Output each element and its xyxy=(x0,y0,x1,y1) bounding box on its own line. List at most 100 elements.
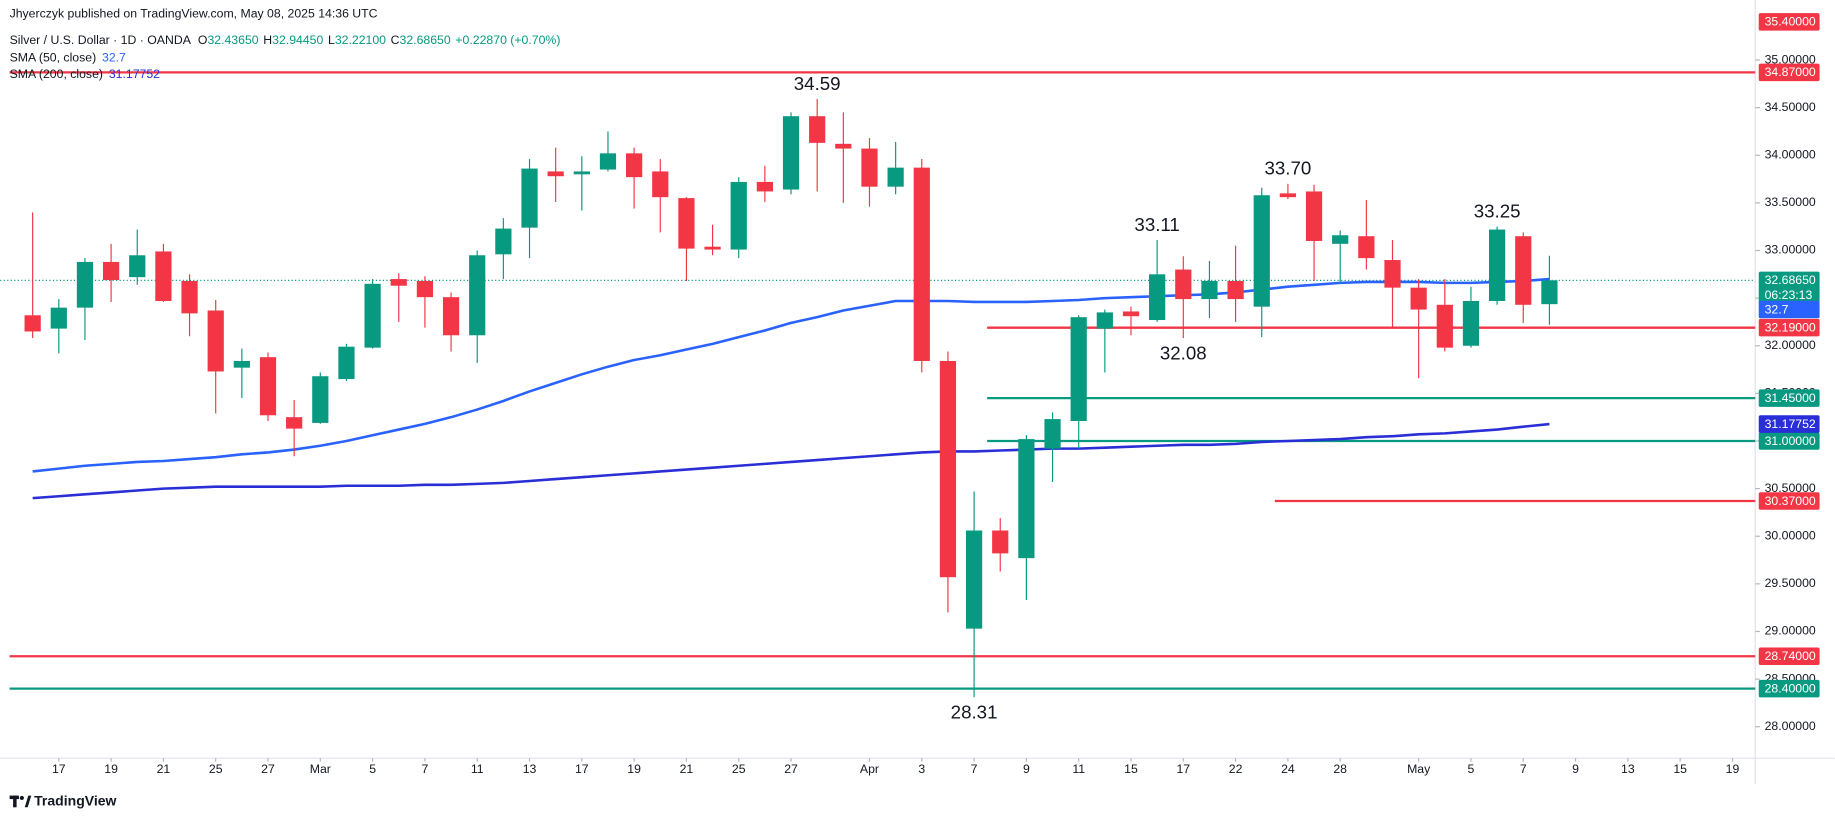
x-tick-label: 19 xyxy=(627,762,641,776)
x-tick-label: 15 xyxy=(1673,762,1687,776)
x-tick-label: Mar xyxy=(310,762,331,776)
candle-body xyxy=(181,280,198,314)
x-tick-label: 11 xyxy=(471,762,484,776)
x-tick-label: 17 xyxy=(52,762,66,776)
candle-body xyxy=(1515,236,1532,305)
candle-body xyxy=(233,360,250,368)
y-tick-label: 35.00000 xyxy=(1765,52,1816,66)
ohlc-key: O xyxy=(198,33,208,47)
x-tick-label: 3 xyxy=(918,762,925,776)
candle-body xyxy=(809,116,826,143)
candle-body xyxy=(547,171,564,177)
y-tick-label: 34.00000 xyxy=(1765,148,1816,162)
candle-body xyxy=(652,171,669,198)
footer-brand: TradingView xyxy=(34,793,116,809)
level-tag-label: 32.19000 xyxy=(1765,320,1816,334)
candle-body xyxy=(76,261,94,308)
candle-body xyxy=(861,148,878,187)
x-tick-label: 19 xyxy=(1726,762,1740,776)
candle-body xyxy=(1175,269,1192,300)
x-tick-label: 9 xyxy=(1572,762,1579,776)
candle-body xyxy=(1096,312,1113,329)
ohlc-key: H xyxy=(263,33,272,47)
candle-body xyxy=(1201,280,1218,300)
level-tag xyxy=(1758,492,1820,510)
x-tick-label: 17 xyxy=(575,762,589,776)
x-tick-label: 17 xyxy=(1176,762,1190,776)
candle-body xyxy=(102,261,120,281)
x-tick-label: 5 xyxy=(369,762,376,776)
candle-body xyxy=(1410,287,1427,310)
sma-line xyxy=(32,422,1550,500)
ohlc-value: 32.94450 xyxy=(272,33,323,47)
level-tag-label: 34.87000 xyxy=(1765,65,1816,79)
candle-body xyxy=(312,376,329,423)
level-tag-label: 31.45000 xyxy=(1765,391,1816,405)
x-tick-label: 27 xyxy=(261,762,275,776)
last-price-tag xyxy=(1758,271,1820,304)
candle-body xyxy=(756,181,773,192)
countdown-label: 06:23:13 xyxy=(1765,288,1813,302)
logo-stem xyxy=(13,795,17,808)
sma-tag-label: 31.17752 xyxy=(1765,417,1816,431)
footer-logo: TradingView xyxy=(9,793,117,809)
level-tag xyxy=(1758,13,1820,31)
candle-body xyxy=(965,530,983,629)
legend-value: 31.17752 xyxy=(109,67,160,81)
ohlc-key: C xyxy=(391,33,400,47)
candle-body xyxy=(469,255,486,336)
x-tick-label: May xyxy=(1407,762,1431,776)
level-tag xyxy=(1758,389,1820,407)
candle-body xyxy=(704,246,721,250)
logo-slash xyxy=(24,795,32,808)
x-tick-label: 5 xyxy=(1468,762,1475,776)
y-tick-label: 33.00000 xyxy=(1765,243,1816,257)
price-annotation: 33.25 xyxy=(1474,201,1521,222)
candle-body xyxy=(24,315,41,332)
logo-dot xyxy=(19,795,24,801)
x-tick-label: 11 xyxy=(1072,762,1085,776)
plot xyxy=(0,71,1756,698)
candle-body xyxy=(1149,274,1166,321)
candle-body xyxy=(259,357,277,416)
level-tag xyxy=(1758,318,1820,337)
sma-line xyxy=(32,277,1550,473)
candle-body xyxy=(155,251,172,301)
candle-body xyxy=(678,198,695,249)
x-tick-label: 7 xyxy=(421,762,428,776)
candle-body xyxy=(1070,317,1087,421)
x-tick-label: Apr xyxy=(860,762,879,776)
x-tick-label: 27 xyxy=(784,762,798,776)
candle-body xyxy=(1384,260,1401,288)
x-tick-label: 7 xyxy=(1520,762,1527,776)
x-tick-label: 15 xyxy=(1124,762,1138,776)
level-tag xyxy=(1758,432,1820,450)
candle-body xyxy=(1122,311,1140,317)
x-tick-label: 25 xyxy=(209,762,223,776)
level-tag-label: 30.37000 xyxy=(1765,494,1816,508)
last-price-label: 32.68650 xyxy=(1765,273,1816,287)
candle-body xyxy=(1332,235,1349,244)
sma-tag xyxy=(1758,300,1820,319)
legend-name: SMA (50, close) xyxy=(10,51,97,65)
ohlc-value: 32.43650 xyxy=(207,33,258,47)
candle-body xyxy=(782,116,800,190)
ohlc-value: 32.22100 xyxy=(335,33,386,47)
x-tick-label: 7 xyxy=(971,762,978,776)
y-tick-label: 29.50000 xyxy=(1765,576,1816,590)
x-tick-label: 25 xyxy=(732,762,746,776)
candle-body xyxy=(1227,280,1244,300)
candle-body xyxy=(207,310,224,372)
candle-body xyxy=(573,171,590,175)
candle-body xyxy=(1436,304,1453,348)
price-annotation: 33.70 xyxy=(1264,158,1311,179)
x-tick-label: 13 xyxy=(523,762,537,776)
price-annotation: 33.11 xyxy=(1134,214,1179,235)
candle-body xyxy=(364,283,381,348)
candle-body xyxy=(992,530,1009,554)
x-tick-label: 21 xyxy=(680,762,694,776)
level-tag xyxy=(1758,647,1820,666)
price-annotation: 32.08 xyxy=(1160,342,1207,363)
candle-body xyxy=(1044,419,1061,449)
